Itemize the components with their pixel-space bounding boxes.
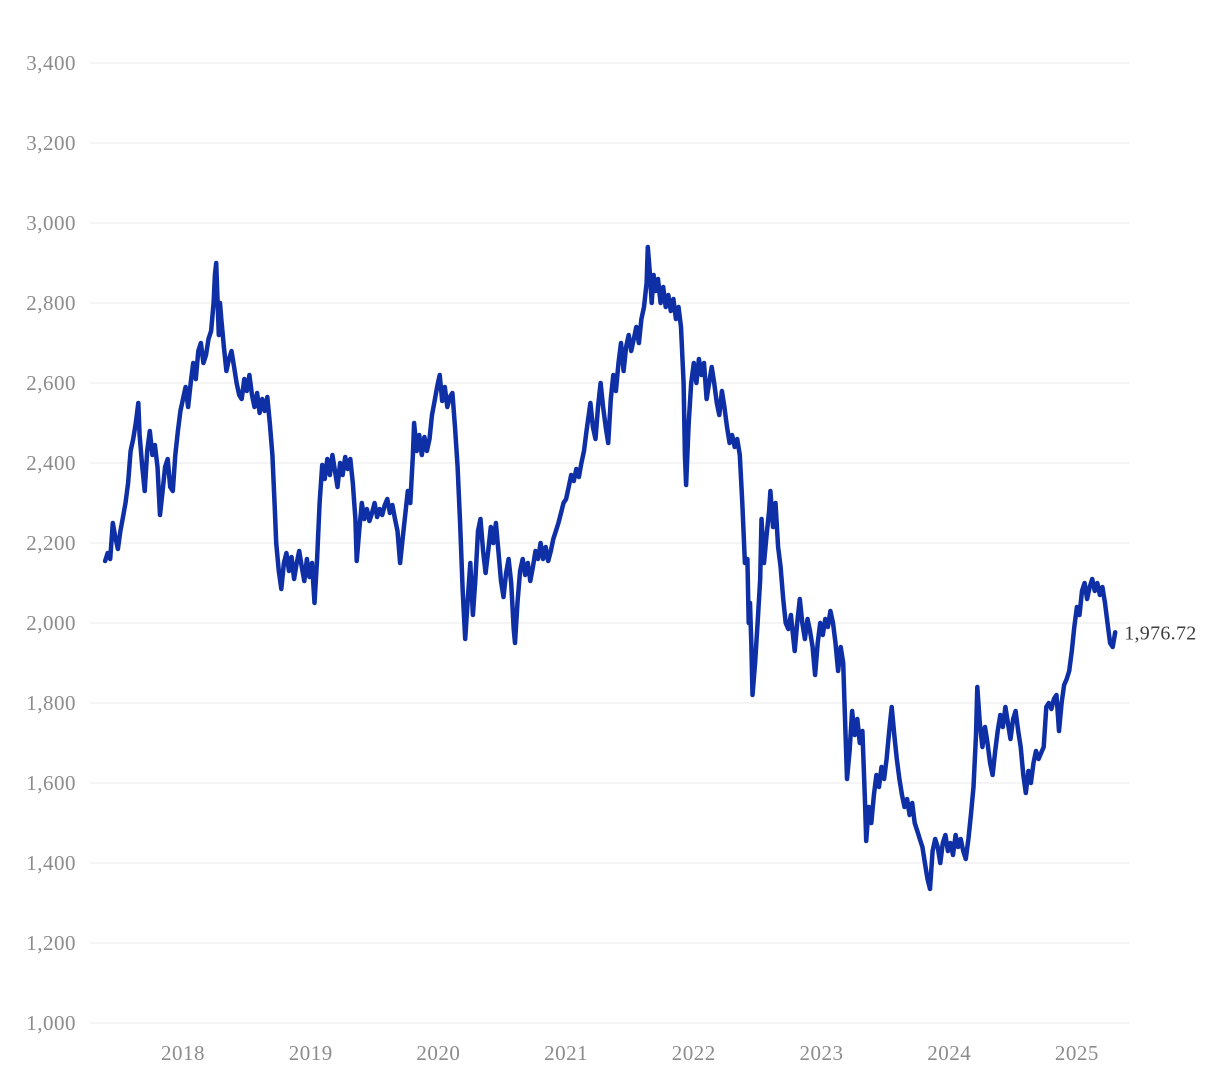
y-axis-tick-label: 2,000 [26, 611, 76, 635]
y-axis-tick-label: 2,600 [26, 371, 76, 395]
y-axis-tick-label: 1,400 [26, 851, 76, 875]
y-axis-tick-label: 2,400 [26, 451, 76, 475]
y-axis-tick-label: 2,800 [26, 291, 76, 315]
x-axis-tick-label: 2018 [161, 1041, 205, 1065]
y-axis-tick-label: 1,000 [26, 1011, 76, 1035]
x-axis-tick-label: 2025 [1055, 1041, 1099, 1065]
y-axis-tick-label: 3,200 [26, 131, 76, 155]
x-axis-tick-label: 2024 [927, 1041, 971, 1065]
last-value-label: 1,976.72 [1124, 622, 1196, 644]
y-axis-tick-label: 1,800 [26, 691, 76, 715]
x-axis-tick-label: 2023 [800, 1041, 844, 1065]
y-axis-tick-label: 1,200 [26, 931, 76, 955]
y-axis-tick-label: 3,400 [26, 51, 76, 75]
price-series-line [102, 244, 1118, 892]
x-axis-tick-label: 2019 [289, 1041, 333, 1065]
x-axis-tick-label: 2021 [544, 1041, 588, 1065]
y-axis-tick-label: 3,000 [26, 211, 76, 235]
x-axis-tick-label: 2022 [672, 1041, 716, 1065]
y-axis-tick-label: 1,600 [26, 771, 76, 795]
x-axis-tick-label: 2020 [416, 1041, 460, 1065]
y-axis-tick-label: 2,200 [26, 531, 76, 555]
